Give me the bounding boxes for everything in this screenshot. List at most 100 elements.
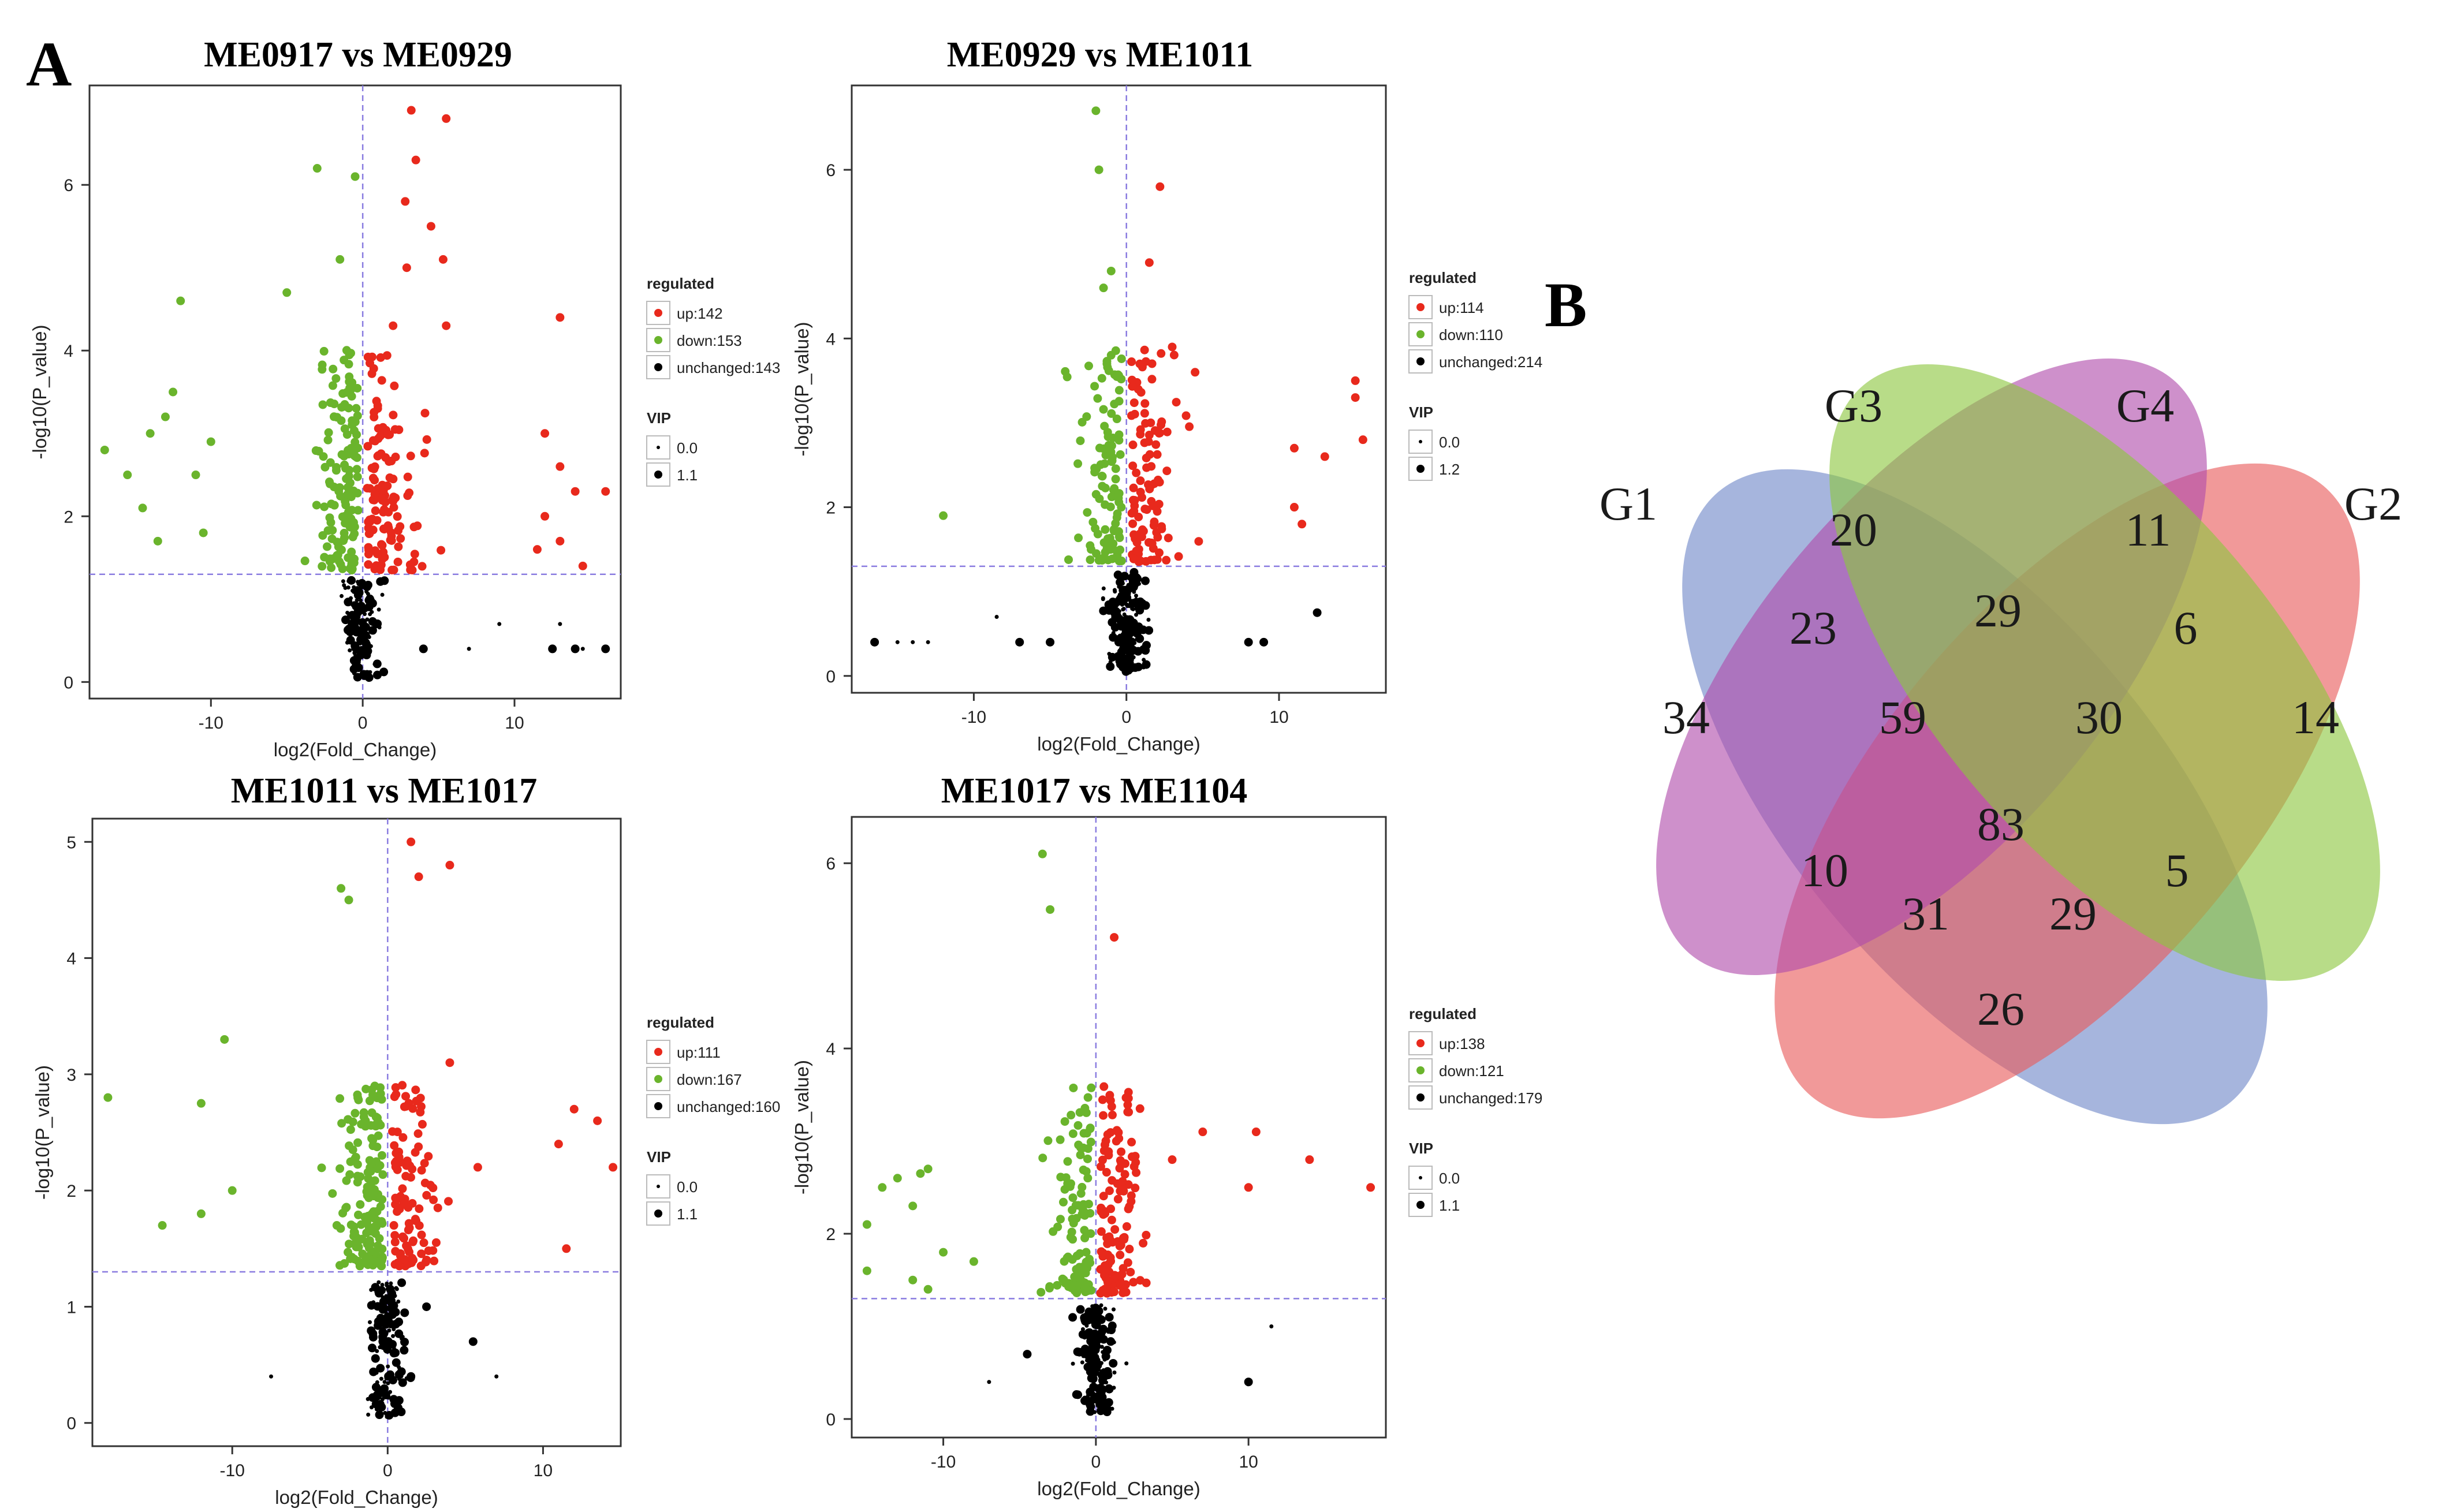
down-point <box>1068 1205 1077 1215</box>
up-point <box>410 550 419 559</box>
up-point <box>396 534 405 543</box>
down-point <box>341 402 351 411</box>
up-point <box>372 516 382 525</box>
up-point <box>1136 476 1145 486</box>
down-point <box>345 372 354 382</box>
up-point <box>1098 1286 1108 1295</box>
vip-legend-title: VIP <box>1409 404 1433 421</box>
down-point <box>1116 450 1125 459</box>
down-point <box>364 1259 373 1268</box>
down-point <box>1068 1255 1077 1264</box>
up-point <box>444 1197 453 1206</box>
unchanged-point <box>1120 634 1129 644</box>
down-point <box>1106 266 1116 275</box>
unchanged-point <box>1132 641 1137 645</box>
down-point <box>1058 1197 1068 1207</box>
up-point <box>1124 1088 1133 1097</box>
down-point <box>350 554 359 563</box>
up-point <box>1289 443 1299 453</box>
up-point <box>403 491 412 501</box>
unchanged-point <box>1102 1346 1112 1355</box>
down-point <box>342 388 351 397</box>
unchanged-point <box>1107 1326 1116 1335</box>
down-point <box>353 384 362 393</box>
up-point <box>414 1142 423 1151</box>
up-point <box>438 255 448 264</box>
unchanged-point <box>1015 637 1024 647</box>
unchanged-point <box>1124 1361 1129 1366</box>
down-point <box>312 501 321 510</box>
data-points <box>103 837 618 1420</box>
down-point <box>1062 372 1072 382</box>
up-point <box>1106 1204 1116 1214</box>
down-point <box>378 1170 387 1179</box>
down-point <box>1109 525 1118 534</box>
unchanged-point <box>1072 1390 1081 1399</box>
vip-legend-marker <box>654 471 662 479</box>
unchanged-point <box>378 1345 382 1350</box>
x-tick-label: 10 <box>534 1461 553 1480</box>
up-point <box>413 1129 423 1138</box>
down-point <box>1060 1117 1069 1126</box>
unchanged-point <box>369 1287 374 1292</box>
up-point <box>388 1127 397 1136</box>
chart-title: ME0929 vs ME1011 <box>947 35 1253 74</box>
down-point <box>335 1094 345 1103</box>
unchanged-point <box>926 640 930 644</box>
down-point <box>1080 1226 1089 1235</box>
unchanged-point <box>1134 613 1139 617</box>
down-point <box>1073 459 1083 468</box>
down-point <box>1095 494 1104 503</box>
up-point <box>370 408 379 417</box>
up-point <box>1118 1264 1128 1273</box>
down-point <box>337 884 346 893</box>
down-point <box>1063 1157 1072 1166</box>
vip-legend-item: 0.0 <box>677 1178 698 1196</box>
up-point <box>1129 1278 1138 1287</box>
down-point <box>1079 1165 1088 1174</box>
up-point <box>1103 1239 1112 1248</box>
unchanged-point <box>397 1365 401 1369</box>
up-point <box>1142 557 1151 566</box>
unchanged-point <box>371 1300 376 1305</box>
unchanged-point <box>571 644 580 654</box>
down-point <box>320 502 329 512</box>
down-point <box>1094 556 1103 565</box>
unchanged-point <box>1120 602 1124 607</box>
up-point <box>1351 376 1360 385</box>
venn-diagram: G1 G3 G4 G2 34 20 11 14 23 29 6 59 30 83 10 5 31 29 26 <box>1600 359 2402 1125</box>
unchanged-point <box>1142 658 1146 662</box>
up-point <box>1124 1204 1133 1214</box>
up-point <box>390 1158 400 1167</box>
down-point <box>343 483 352 492</box>
legend-marker-down <box>654 1075 662 1083</box>
vip-legend-key <box>1408 430 1433 454</box>
up-point <box>1298 520 1307 529</box>
up-point <box>1129 554 1138 563</box>
unchanged-point <box>1122 589 1131 598</box>
up-point <box>1153 555 1162 564</box>
down-point <box>344 360 353 369</box>
up-point <box>442 114 451 123</box>
up-point <box>389 321 398 330</box>
unchanged-point <box>1101 1391 1106 1395</box>
unchanged-point <box>1146 618 1151 622</box>
up-point <box>1162 555 1171 565</box>
down-point <box>329 412 338 421</box>
up-point <box>408 1164 417 1174</box>
down-point <box>1087 1083 1096 1092</box>
data-points <box>870 106 1367 676</box>
down-point <box>337 416 346 425</box>
down-point <box>340 512 349 521</box>
unchanged-point <box>1142 641 1151 650</box>
down-point <box>916 1169 925 1178</box>
x-tick-label: 0 <box>358 714 368 733</box>
down-point <box>1110 400 1119 409</box>
down-point <box>1108 453 1117 462</box>
down-point <box>1056 1135 1065 1144</box>
volcano-plots: ME0917 vs ME0929-10 0 100246log2(Fold_Chan… <box>29 35 1542 1508</box>
down-point <box>364 1174 373 1183</box>
up-point <box>428 1246 438 1255</box>
x-tick-label: 10 <box>1239 1453 1258 1472</box>
unchanged-point <box>373 670 382 680</box>
